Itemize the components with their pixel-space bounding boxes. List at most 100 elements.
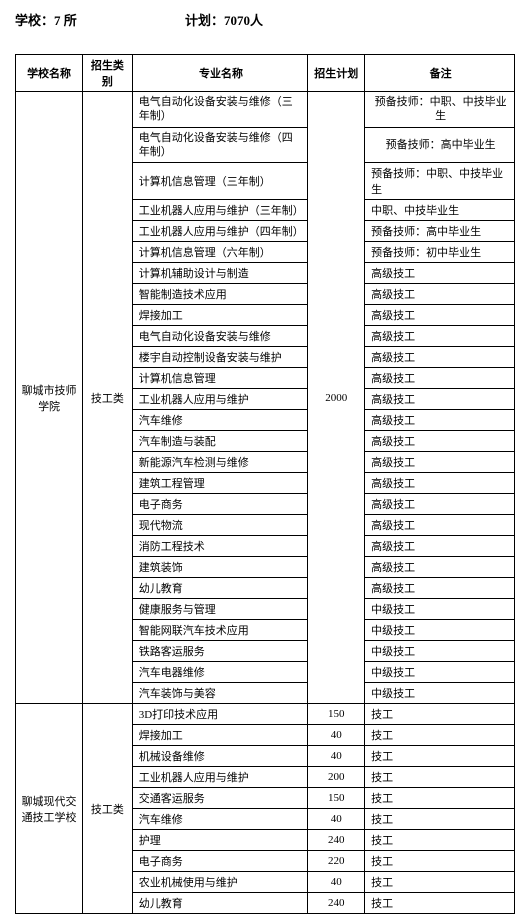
- note-cell: 高级技工: [365, 431, 515, 452]
- note-cell: 技工: [365, 746, 515, 767]
- major-cell: 电子商务: [132, 494, 308, 515]
- plan-cell: 220: [308, 851, 365, 872]
- note-cell: 技工: [365, 767, 515, 788]
- plan-cell: 150: [308, 704, 365, 725]
- note-cell: 高级技工: [365, 326, 515, 347]
- note-cell: 预备技师：中职、中技毕业生: [365, 163, 515, 200]
- major-cell: 机械设备维修: [132, 746, 308, 767]
- note-cell: 技工: [365, 830, 515, 851]
- major-cell: 工业机器人应用与维护（四年制）: [132, 221, 308, 242]
- major-cell: 电气自动化设备安装与维修（三年制）: [132, 92, 308, 128]
- major-cell: 汽车装饰与美容: [132, 683, 308, 704]
- major-cell: 智能网联汽车技术应用: [132, 620, 308, 641]
- major-cell: 计算机辅助设计与制造: [132, 263, 308, 284]
- plan-value: 7070人: [224, 13, 263, 28]
- type-cell: 技工类: [83, 704, 133, 914]
- enrollment-table: 学校名称 招生类别 专业名称 招生计划 备注 聊城市技师学院技工类 电气自动化设备…: [15, 54, 515, 914]
- major-cell: 电子商务: [132, 851, 308, 872]
- major-cell: 汽车制造与装配: [132, 431, 308, 452]
- note-cell: 高级技工: [365, 515, 515, 536]
- major-cell: 消防工程技术: [132, 536, 308, 557]
- major-cell: 交通客运服务: [132, 788, 308, 809]
- major-cell: 建筑工程管理: [132, 473, 308, 494]
- note-cell: 高级技工: [365, 578, 515, 599]
- major-cell: 幼儿教育: [132, 578, 308, 599]
- schools-value: 7 所: [54, 13, 77, 28]
- plan-cell: 240: [308, 893, 365, 914]
- col-header-school: 学校名称: [16, 55, 83, 92]
- note-cell: 技工: [365, 809, 515, 830]
- note-cell: 技工: [365, 872, 515, 893]
- major-cell: 计算机信息管理（三年制）: [132, 163, 308, 200]
- plan-cell: 150: [308, 788, 365, 809]
- major-cell: 铁路客运服务: [132, 641, 308, 662]
- schools-label: 学校：: [15, 13, 54, 28]
- note-cell: 高级技工: [365, 557, 515, 578]
- note-cell: 高级技工: [365, 473, 515, 494]
- note-cell: 高级技工: [365, 452, 515, 473]
- major-cell: 工业机器人应用与维护（三年制）: [132, 200, 308, 221]
- note-cell: 中级技工: [365, 662, 515, 683]
- schools-count: 学校：7 所: [15, 10, 185, 29]
- note-cell: 技工: [365, 851, 515, 872]
- note-cell: 高级技工: [365, 410, 515, 431]
- major-cell: 焊接加工: [132, 725, 308, 746]
- major-cell: 电气自动化设备安装与维修: [132, 326, 308, 347]
- note-cell: 高级技工: [365, 305, 515, 326]
- note-cell: 预备技师：中职、中技毕业生: [365, 92, 515, 128]
- note-cell: 高级技工: [365, 536, 515, 557]
- note-cell: 技工: [365, 788, 515, 809]
- major-cell: 计算机信息管理: [132, 368, 308, 389]
- major-cell: 汽车维修: [132, 410, 308, 431]
- major-cell: 焊接加工: [132, 305, 308, 326]
- table-row: 聊城现代交通技工学校技工类3D打印技术应用150技工: [16, 704, 515, 725]
- school-name-cell: 聊城现代交通技工学校: [16, 704, 83, 914]
- plan-label: 计划：: [185, 13, 224, 28]
- major-cell: 幼儿教育: [132, 893, 308, 914]
- major-cell: 3D打印技术应用: [132, 704, 308, 725]
- note-cell: 预备技师：高中毕业生: [365, 221, 515, 242]
- note-cell: 高级技工: [365, 347, 515, 368]
- major-cell: 现代物流: [132, 515, 308, 536]
- plan-cell: 40: [308, 809, 365, 830]
- note-cell: 中职、中技毕业生: [365, 200, 515, 221]
- major-cell: 工业机器人应用与维护: [132, 767, 308, 788]
- major-cell: 电气自动化设备安装与维修（四年制）: [132, 127, 308, 163]
- col-header-plan: 招生计划: [308, 55, 365, 92]
- note-cell: 技工: [365, 704, 515, 725]
- note-cell: 高级技工: [365, 263, 515, 284]
- plan-cell: 200: [308, 767, 365, 788]
- note-cell: 技工: [365, 725, 515, 746]
- note-cell: 高级技工: [365, 389, 515, 410]
- note-cell: 中级技工: [365, 641, 515, 662]
- plan-cell: 240: [308, 830, 365, 851]
- school-name-cell: 聊城市技师学院: [16, 92, 83, 704]
- note-cell: 高级技工: [365, 368, 515, 389]
- note-cell: 中级技工: [365, 599, 515, 620]
- col-header-major: 专业名称: [132, 55, 308, 92]
- major-cell: 新能源汽车检测与维修: [132, 452, 308, 473]
- major-cell: 健康服务与管理: [132, 599, 308, 620]
- plan-cell: 40: [308, 872, 365, 893]
- major-cell: 智能制造技术应用: [132, 284, 308, 305]
- major-cell: 建筑装饰: [132, 557, 308, 578]
- major-cell: 农业机械使用与维护: [132, 872, 308, 893]
- plan-cell: 40: [308, 746, 365, 767]
- major-cell: 计算机信息管理（六年制）: [132, 242, 308, 263]
- note-cell: 预备技师：高中毕业生: [365, 127, 515, 163]
- major-cell: 楼宇自动控制设备安装与维护: [132, 347, 308, 368]
- table-row: 聊城市技师学院技工类电气自动化设备安装与维修（三年制）2000预备技师：中职、中…: [16, 92, 515, 128]
- note-cell: 高级技工: [365, 284, 515, 305]
- note-cell: 中级技工: [365, 620, 515, 641]
- major-cell: 汽车电器维修: [132, 662, 308, 683]
- plan-count: 计划：7070人: [185, 10, 263, 29]
- col-header-type: 招生类别: [83, 55, 133, 92]
- table-body: 聊城市技师学院技工类 电气自动化设备安装与维修（三年制）2000预备技师：中职、中…: [16, 92, 515, 914]
- major-cell: 汽车维修: [132, 809, 308, 830]
- plan-cell: 2000: [308, 92, 365, 704]
- major-cell: 护理: [132, 830, 308, 851]
- plan-cell: 40: [308, 725, 365, 746]
- note-cell: 技工: [365, 893, 515, 914]
- note-cell: 高级技工: [365, 494, 515, 515]
- table-header-row: 学校名称 招生类别 专业名称 招生计划 备注: [16, 55, 515, 92]
